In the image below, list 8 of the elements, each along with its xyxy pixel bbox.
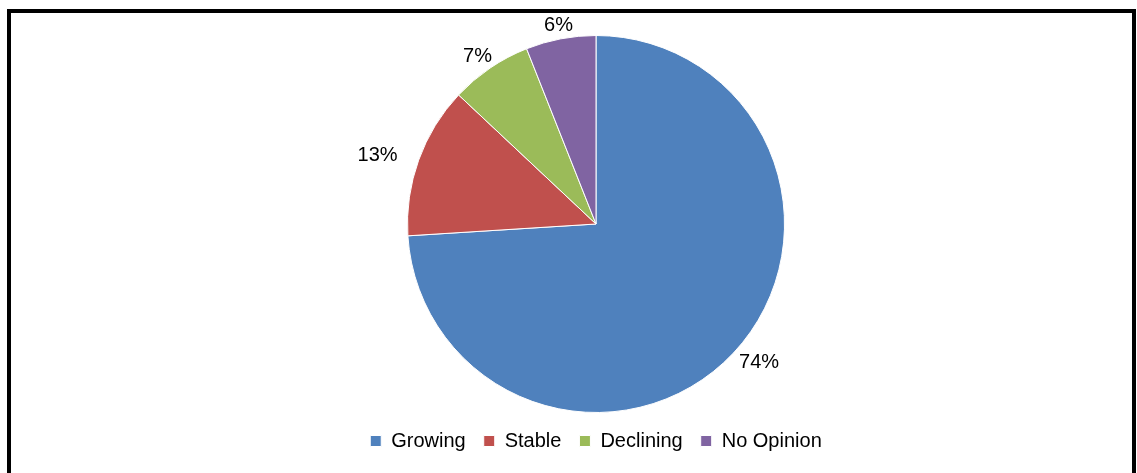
data-label: 6% [544,12,574,35]
legend-label: Stable [504,428,562,451]
legend-label: Growing [391,428,466,451]
data-label: 7% [463,44,493,67]
legend-label: No Opinion [721,428,822,451]
data-label: 13% [357,142,398,165]
legend-label: Declining [600,428,683,451]
data-label: 74% [739,350,780,373]
